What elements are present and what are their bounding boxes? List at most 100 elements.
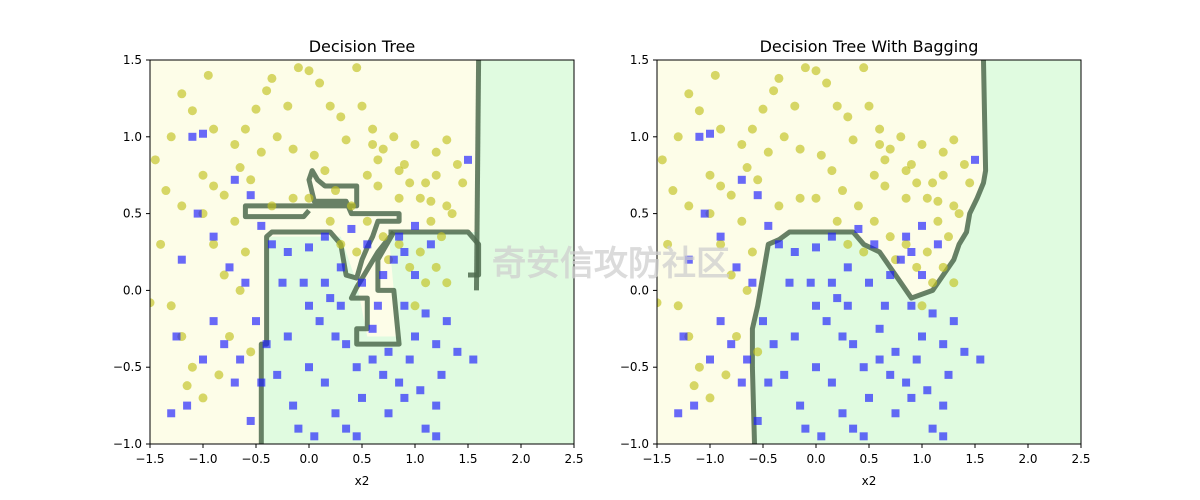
region-class1 (752, 60, 1081, 444)
boundary-line (242, 168, 402, 444)
point-class0 (389, 132, 399, 142)
point-class1 (416, 386, 425, 395)
point-class0 (246, 347, 256, 357)
x-tick-label: 1.5 (458, 452, 477, 466)
point-class0 (442, 278, 452, 288)
point-class0 (933, 216, 943, 226)
point-class0 (954, 209, 964, 219)
point-class1 (411, 221, 419, 230)
point-class0 (378, 144, 388, 154)
y-tick-label: 1.0 (123, 130, 142, 144)
point-class0 (716, 181, 726, 191)
point-class0 (272, 132, 282, 142)
point-class0 (426, 196, 436, 206)
point-class1 (923, 386, 932, 395)
point-class1 (907, 301, 916, 310)
point-class0 (885, 144, 895, 154)
point-class0 (859, 247, 869, 257)
point-class0 (732, 331, 741, 341)
point-class1 (944, 370, 953, 379)
point-class1 (273, 370, 282, 379)
point-class1 (177, 255, 186, 264)
point-class1 (336, 263, 345, 272)
point-class0 (795, 144, 805, 154)
point-class0 (177, 89, 187, 99)
point-class0 (405, 178, 415, 188)
point-class1 (310, 432, 319, 441)
y-tick-label: 1.5 (630, 53, 649, 67)
point-class1 (827, 232, 836, 241)
point-class1 (167, 409, 176, 418)
point-class1 (225, 263, 234, 272)
point-class0 (705, 170, 715, 180)
point-class0 (673, 132, 683, 142)
point-class1 (246, 416, 255, 425)
watermark: 奇安信攻防社区 (492, 244, 730, 284)
point-class0 (753, 347, 763, 357)
point-class0 (965, 178, 975, 188)
point-class0 (933, 196, 943, 206)
boundary-line (749, 60, 989, 444)
point-class1 (421, 309, 430, 318)
point-class0 (853, 201, 863, 211)
point-class0 (410, 301, 420, 311)
point-class0 (336, 239, 346, 249)
point-class0 (394, 239, 404, 249)
point-class1 (790, 332, 799, 341)
point-class0 (684, 89, 694, 99)
point-class0 (742, 285, 752, 295)
point-class1 (695, 132, 704, 141)
point-class0 (293, 63, 303, 73)
point-class0 (251, 104, 261, 114)
x-tick-label: −0.5 (241, 452, 270, 466)
point-class1 (817, 432, 826, 441)
point-class1 (188, 132, 197, 141)
point-class1 (859, 432, 868, 441)
point-class0 (843, 112, 853, 122)
point-class0 (373, 155, 383, 165)
point-class1 (849, 340, 858, 349)
x-tick-label: 2.5 (1071, 452, 1090, 466)
point-class0 (352, 63, 362, 73)
point-class0 (684, 201, 694, 211)
point-class0 (214, 370, 224, 380)
point-class0 (790, 101, 800, 111)
point-class0 (896, 132, 906, 142)
point-class1 (400, 393, 409, 402)
point-class0 (726, 270, 736, 280)
point-class0 (331, 186, 340, 196)
point-class0 (209, 181, 219, 191)
point-class1 (230, 378, 239, 387)
point-class0 (304, 193, 314, 203)
point-class1 (886, 370, 895, 379)
point-class0 (373, 181, 383, 191)
point-class0 (209, 239, 219, 249)
point-class1 (405, 355, 414, 364)
point-class1 (838, 332, 847, 341)
point-class0 (938, 262, 948, 272)
point-class0 (875, 124, 885, 134)
point-class1 (896, 255, 905, 264)
point-class1 (432, 432, 441, 441)
point-class0 (421, 278, 431, 288)
y-tick-label: −0.5 (113, 360, 142, 374)
point-class0 (747, 247, 757, 257)
point-class1 (806, 278, 815, 287)
point-class0 (716, 124, 726, 134)
point-class1 (411, 332, 419, 341)
point-class1 (827, 278, 836, 287)
point-class0 (198, 393, 208, 403)
point-class0 (668, 186, 678, 196)
point-class1 (907, 248, 916, 256)
point-class1 (199, 129, 207, 138)
point-class1 (833, 294, 842, 303)
point-class0 (187, 106, 197, 116)
y-tick-label: 1.0 (630, 130, 649, 144)
point-class1 (193, 209, 202, 218)
point-class1 (674, 409, 683, 418)
point-class1 (753, 416, 762, 425)
point-class1 (732, 263, 741, 272)
point-class0 (235, 285, 245, 295)
point-class0 (747, 124, 757, 134)
point-class0 (869, 216, 879, 226)
